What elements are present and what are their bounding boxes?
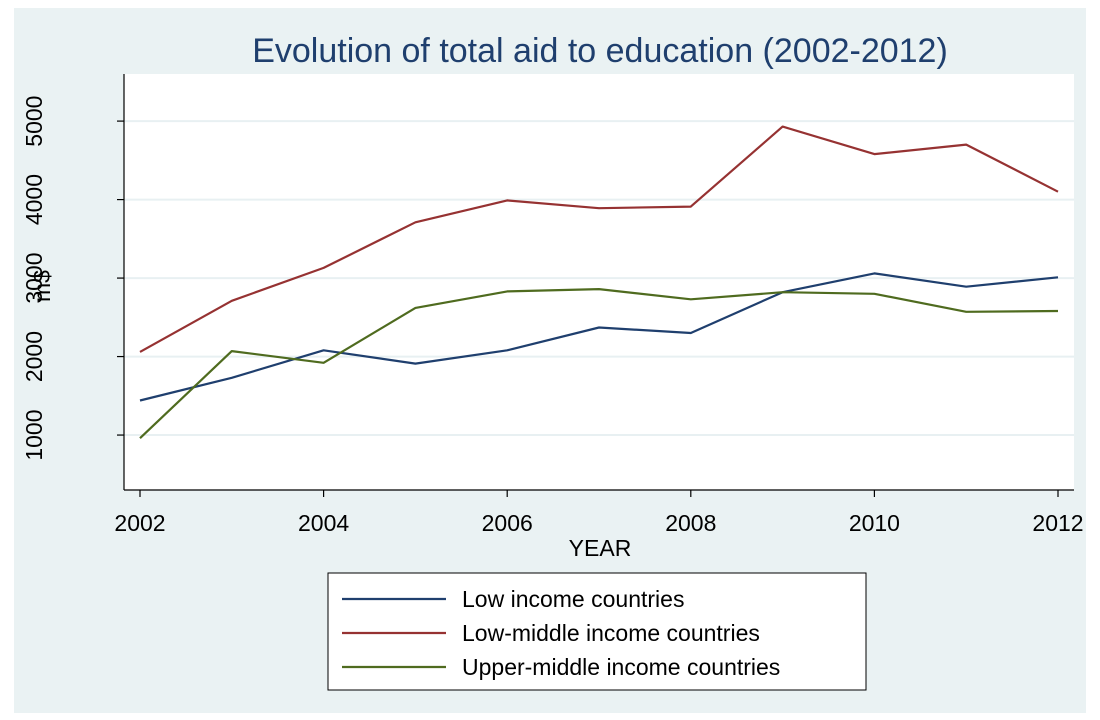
x-tick-label-2010: 2010 [849,510,900,536]
chart-title: Evolution of total aid to education (200… [252,32,948,70]
x-tick-label-2004: 2004 [298,510,349,536]
x-axis-ticks: 2002 2004 2006 2008 2010 2012 [114,490,1084,536]
x-tick-label-2012: 2012 [1032,510,1083,536]
y-tick-label-4000: 4000 [21,174,47,225]
y-tick-label-2000: 2000 [21,331,47,382]
x-tick-label-2002: 2002 [114,510,165,536]
y-tick-label-1000: 1000 [21,409,47,460]
legend: Low income countries Low-middle income co… [327,572,867,691]
y-axis-ticks: 1000 2000 3000 4000 5000 [21,96,124,461]
y-axis-label: m$ [29,270,55,302]
legend-label-1: Low income countries [462,586,684,612]
legend-items: Low income countries Low-middle income co… [342,586,780,680]
legend-label-3: Upper-middle income countries [462,654,780,680]
x-axis-label: YEAR [569,535,632,561]
legend-box [327,572,867,691]
y-tick-label-3000: 3000 [21,252,47,303]
x-tick-label-2006: 2006 [482,510,533,536]
x-tick-label-2008: 2008 [665,510,716,536]
series-line-3 [139,288,1059,439]
legend-label-2: Low-middle income countries [462,620,760,646]
series-line-2 [139,125,1059,353]
series-lines [139,125,1059,439]
y-tick-label-5000: 5000 [21,96,47,147]
